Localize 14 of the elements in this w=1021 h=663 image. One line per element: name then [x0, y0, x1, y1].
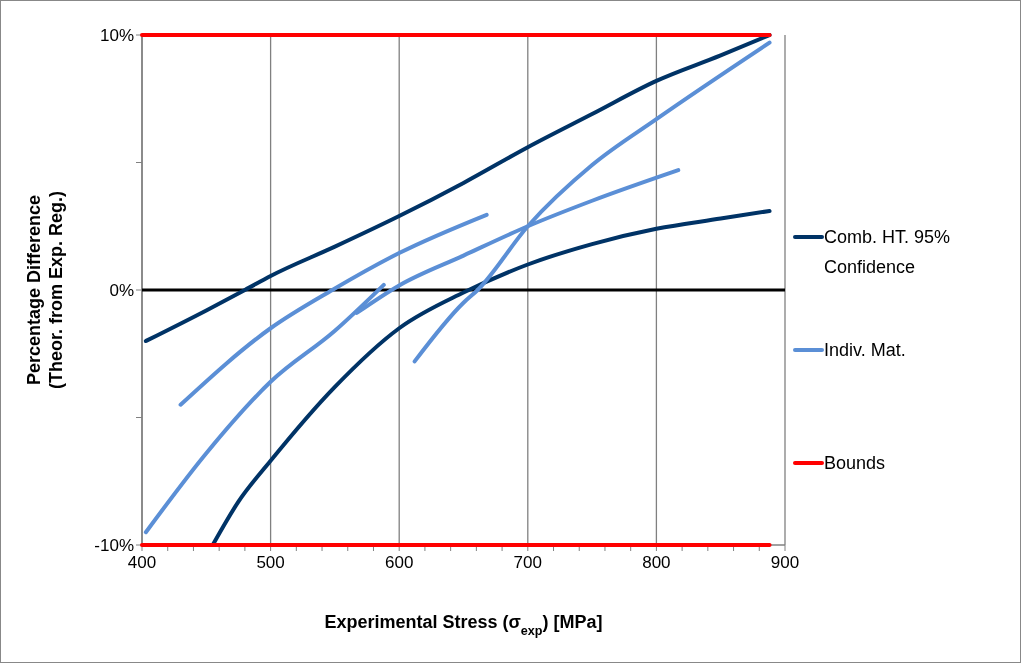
x-axis-title: Experimental Stress (σ$_{exp}$) [MPa] — [324, 612, 603, 638]
x-tick-label: 800 — [642, 553, 671, 572]
legend-label: Indiv. Mat. — [824, 340, 906, 360]
x-tick-label: 400 — [127, 553, 157, 572]
y-tick-label: 10% — [99, 26, 134, 45]
legend-label: Comb. HT. 95% Confidence — [824, 227, 951, 277]
x-tick-label: 600 — [385, 553, 414, 572]
legend-label: Bounds — [824, 453, 886, 473]
x-tick-label: 700 — [513, 553, 542, 572]
y-tick-label: -10% — [94, 536, 134, 555]
x-tick-label: 900 — [770, 553, 800, 572]
x-tick-label: 500 — [256, 553, 285, 572]
y-axis-title: Percentage Difference (Theor. from Exp. Reg.) — [24, 190, 66, 390]
y-tick-label: 0% — [109, 281, 134, 300]
